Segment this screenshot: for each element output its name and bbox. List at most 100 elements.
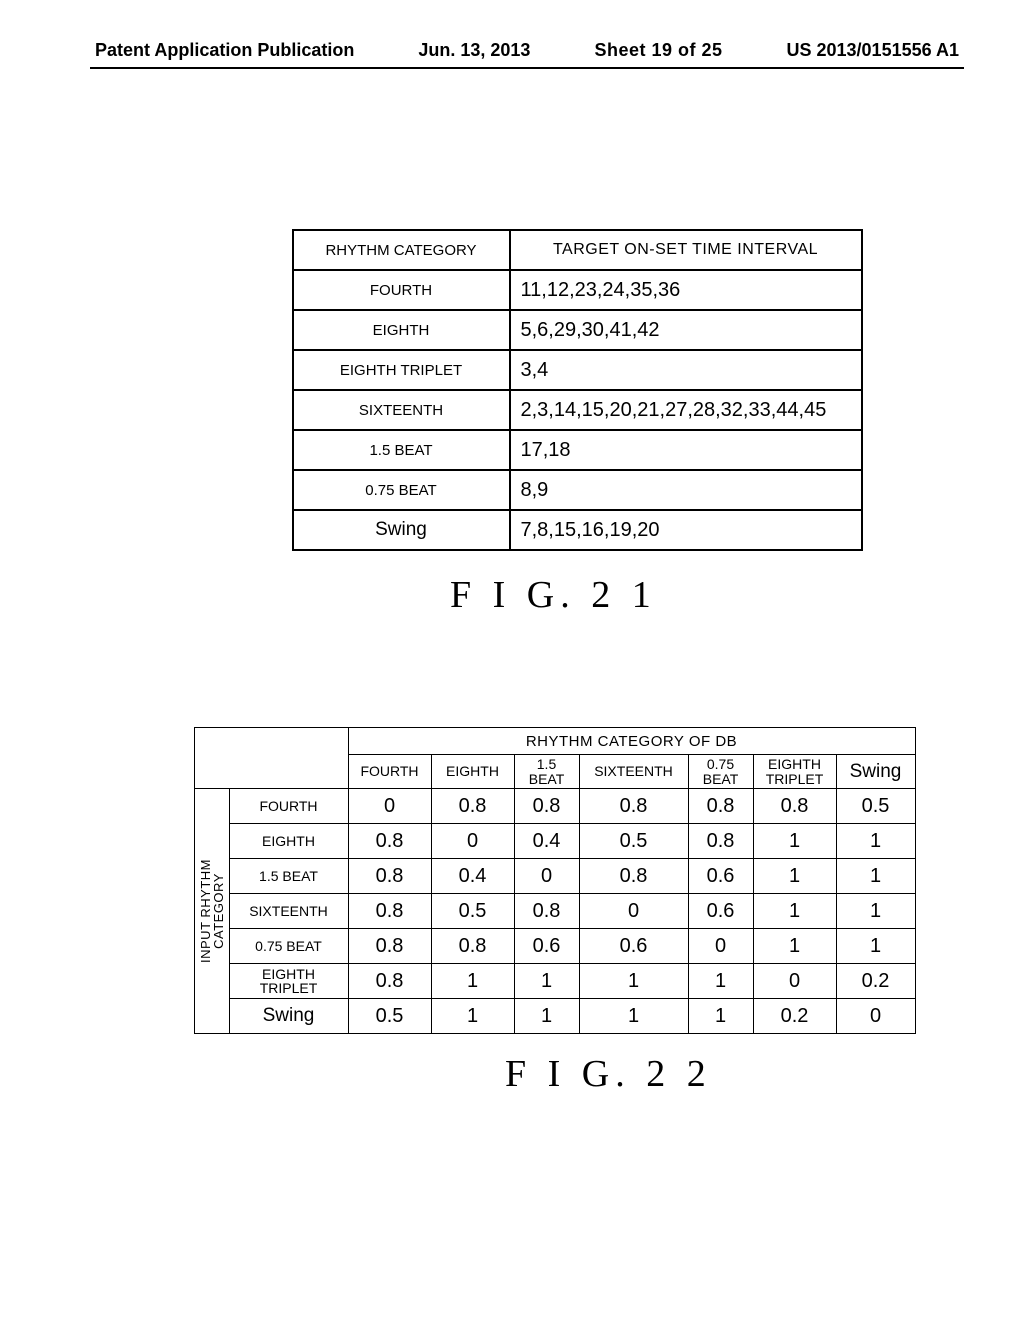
tbl2-value-cell: 1 (836, 859, 915, 894)
table-row: EIGHTHTRIPLET0.8111100.2 (194, 964, 915, 999)
tbl1-value-cell: 8,9 (510, 470, 862, 510)
tbl2-col-header: EIGHTH (431, 755, 514, 789)
table-row: FOURTH11,12,23,24,35,36 (293, 270, 862, 310)
tbl2-value-cell: 0.8 (431, 929, 514, 964)
tbl2-value-cell: 0 (753, 964, 836, 999)
tbl2-value-cell: 0.4 (514, 824, 579, 859)
tbl2-value-cell: 0.8 (431, 789, 514, 824)
tbl2-value-cell: 0.8 (348, 964, 431, 999)
header-date: Jun. 13, 2013 (418, 40, 530, 61)
tbl1-category-cell: FOURTH (293, 270, 510, 310)
table-row: SIXTEENTH0.80.50.800.611 (194, 894, 915, 929)
tbl2-value-cell: 0.8 (688, 789, 753, 824)
tbl2-row-header: 1.5 BEAT (229, 859, 348, 894)
tbl2-value-cell: 0.8 (348, 859, 431, 894)
rhythm-distance-matrix: RHYTHM CATEGORY OF DB FOURTHEIGHTH1.5BEA… (194, 727, 916, 1034)
tbl2-value-cell: 0.8 (579, 859, 688, 894)
tbl2-value-cell: 1 (753, 894, 836, 929)
tbl2-row-header: EIGHTHTRIPLET (229, 964, 348, 999)
tbl2-corner (194, 728, 348, 789)
tbl2-value-cell: 0.4 (431, 859, 514, 894)
tbl2-col-header: 1.5BEAT (514, 755, 579, 789)
figure-22-block: RHYTHM CATEGORY OF DB FOURTHEIGHTH1.5BEA… (145, 727, 964, 1096)
tbl1-value-cell: 11,12,23,24,35,36 (510, 270, 862, 310)
tbl2-row-header: FOURTH (229, 789, 348, 824)
tbl2-db-header: RHYTHM CATEGORY OF DB (348, 728, 915, 755)
tbl2-col-header: FOURTH (348, 755, 431, 789)
tbl1-category-cell: 1.5 BEAT (293, 430, 510, 470)
tbl2-value-cell: 0.5 (431, 894, 514, 929)
tbl1-category-cell: Swing (293, 510, 510, 550)
tbl2-value-cell: 0.6 (688, 894, 753, 929)
tbl2-row-header: Swing (229, 999, 348, 1034)
table-row: 1.5 BEAT17,18 (293, 430, 862, 470)
tbl2-value-cell: 1 (431, 999, 514, 1034)
tbl2-value-cell: 0.8 (514, 894, 579, 929)
tbl2-value-cell: 1 (688, 999, 753, 1034)
tbl2-value-cell: 1 (431, 964, 514, 999)
tbl2-row-header: EIGHTH (229, 824, 348, 859)
table-row: 1.5 BEAT0.80.400.80.611 (194, 859, 915, 894)
tbl2-value-cell: 0.5 (579, 824, 688, 859)
tbl1-value-cell: 2,3,14,15,20,21,27,28,32,33,44,45 (510, 390, 862, 430)
table-row: 0.75 BEAT0.80.80.60.6011 (194, 929, 915, 964)
table-row: EIGHTH TRIPLET3,4 (293, 350, 862, 390)
figure-22-label: F I G. 2 2 (505, 1052, 712, 1096)
tbl2-value-cell: 0.8 (753, 789, 836, 824)
tbl2-col-header: 0.75BEAT (688, 755, 753, 789)
table-row: EIGHTH5,6,29,30,41,42 (293, 310, 862, 350)
header-sheet: Sheet 19 of 25 (594, 40, 722, 61)
tbl2-value-cell: 1 (579, 999, 688, 1034)
tbl1-category-cell: EIGHTH TRIPLET (293, 350, 510, 390)
tbl2-value-cell: 0 (348, 789, 431, 824)
tbl1-category-cell: 0.75 BEAT (293, 470, 510, 510)
tbl2-value-cell: 0.8 (348, 929, 431, 964)
tbl2-value-cell: 0.6 (688, 859, 753, 894)
page-header: Patent Application Publication Jun. 13, … (90, 40, 964, 69)
tbl2-side-label: INPUT RHYTHMCATEGORY (194, 789, 229, 1034)
tbl2-value-cell: 0 (514, 859, 579, 894)
header-left: Patent Application Publication (95, 40, 354, 61)
tbl2-value-cell: 0.5 (836, 789, 915, 824)
tbl1-category-cell: EIGHTH (293, 310, 510, 350)
table-row: SIXTEENTH2,3,14,15,20,21,27,28,32,33,44,… (293, 390, 862, 430)
tbl2-row-header: SIXTEENTH (229, 894, 348, 929)
table-row: Swing7,8,15,16,19,20 (293, 510, 862, 550)
tbl1-header-target: TARGET ON-SET TIME INTERVAL (510, 230, 862, 270)
header-pubno: US 2013/0151556 A1 (787, 40, 959, 61)
tbl2-value-cell: 0 (836, 999, 915, 1034)
tbl1-value-cell: 5,6,29,30,41,42 (510, 310, 862, 350)
tbl2-col-header: Swing (836, 755, 915, 789)
tbl2-row-header: 0.75 BEAT (229, 929, 348, 964)
tbl2-value-cell: 1 (836, 894, 915, 929)
tbl1-value-cell: 7,8,15,16,19,20 (510, 510, 862, 550)
tbl2-value-cell: 0.8 (514, 789, 579, 824)
tbl1-category-cell: SIXTEENTH (293, 390, 510, 430)
tbl2-value-cell: 1 (836, 824, 915, 859)
tbl2-value-cell: 1 (688, 964, 753, 999)
tbl2-value-cell: 0 (431, 824, 514, 859)
tbl2-value-cell: 0 (579, 894, 688, 929)
table-row: EIGHTH0.800.40.50.811 (194, 824, 915, 859)
patent-page: Patent Application Publication Jun. 13, … (0, 0, 1024, 1320)
tbl2-value-cell: 0.2 (836, 964, 915, 999)
tbl2-value-cell: 1 (579, 964, 688, 999)
rhythm-category-table: RHYTHM CATEGORY TARGET ON-SET TIME INTER… (292, 229, 863, 551)
tbl2-col-header: EIGHTHTRIPLET (753, 755, 836, 789)
tbl2-value-cell: 1 (836, 929, 915, 964)
tbl2-value-cell: 1 (753, 859, 836, 894)
tbl2-col-header: SIXTEENTH (579, 755, 688, 789)
tbl1-header-category: RHYTHM CATEGORY (293, 230, 510, 270)
table-row: Swing0.511110.20 (194, 999, 915, 1034)
tbl2-value-cell: 0 (688, 929, 753, 964)
tbl2-value-cell: 1 (753, 929, 836, 964)
tbl1-value-cell: 17,18 (510, 430, 862, 470)
tbl2-value-cell: 0.5 (348, 999, 431, 1034)
tbl2-value-cell: 0.6 (579, 929, 688, 964)
tbl2-value-cell: 0.8 (348, 894, 431, 929)
tbl2-value-cell: 0.8 (688, 824, 753, 859)
tbl2-value-cell: 0.2 (753, 999, 836, 1034)
figure-21-label: F I G. 2 1 (450, 573, 657, 617)
tbl1-value-cell: 3,4 (510, 350, 862, 390)
tbl2-value-cell: 0.8 (348, 824, 431, 859)
